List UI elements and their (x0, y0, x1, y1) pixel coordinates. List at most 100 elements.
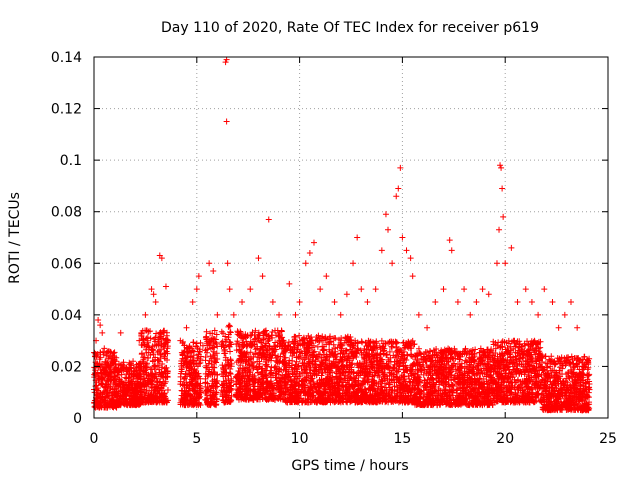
roti-point (127, 396, 134, 403)
roti-point (143, 361, 150, 368)
roti-point (139, 384, 146, 391)
roti-point (244, 332, 251, 339)
chart-title: Day 110 of 2020, Rate Of TEC Index for r… (161, 20, 539, 36)
roti-point (202, 354, 209, 361)
roti-point (212, 358, 219, 365)
roti-point (202, 388, 209, 395)
roti-point (204, 373, 211, 380)
roti-point (238, 357, 245, 364)
roti-point (207, 338, 214, 345)
roti-point (160, 335, 167, 342)
roti-point (150, 351, 157, 358)
roti-point (244, 392, 251, 399)
roti-point (236, 390, 243, 397)
roti-point (240, 351, 247, 358)
roti-point (153, 385, 160, 392)
roti-point (124, 402, 131, 409)
roti-point (123, 395, 130, 402)
roti-point (249, 329, 256, 336)
roti-point (213, 398, 220, 405)
roti-point (268, 369, 275, 376)
roti-point (256, 354, 263, 361)
roti-point (147, 335, 154, 342)
roti-point (105, 348, 112, 355)
roti-point (285, 339, 292, 346)
roti-point (256, 385, 263, 392)
roti-point (152, 363, 159, 370)
roti-point (207, 353, 214, 360)
roti-point (193, 340, 200, 347)
roti-point (157, 346, 164, 353)
roti-point (224, 389, 231, 396)
roti-point (107, 371, 114, 378)
roti-point (245, 358, 252, 365)
roti-point (184, 349, 191, 356)
roti-point (276, 383, 283, 390)
roti-point (222, 398, 229, 405)
roti-point (155, 341, 162, 348)
roti-point (114, 401, 121, 408)
roti-point (264, 337, 271, 344)
roti-point (233, 347, 240, 354)
roti-point (137, 373, 144, 380)
roti-point (164, 345, 171, 352)
roti-point (97, 349, 104, 356)
roti-point (134, 374, 141, 381)
roti-point (213, 359, 220, 366)
roti-point (272, 339, 279, 346)
roti-point (234, 328, 241, 335)
roti-point (180, 376, 187, 383)
roti-point (147, 328, 154, 335)
roti-point (235, 329, 242, 336)
roti-point (105, 355, 112, 362)
roti-point (149, 346, 156, 353)
roti-point (185, 387, 192, 394)
roti-point (138, 351, 145, 358)
roti-point (219, 338, 226, 345)
roti-point (152, 338, 159, 345)
roti-point (272, 346, 279, 353)
roti-point (227, 328, 234, 335)
roti-point (125, 374, 132, 381)
roti-point (155, 357, 162, 364)
roti-point (281, 375, 288, 382)
roti-point (160, 343, 167, 350)
roti-point (145, 380, 152, 387)
roti-point (273, 374, 280, 381)
roti-point (237, 380, 244, 387)
roti-point (211, 380, 218, 387)
roti-point (133, 366, 140, 373)
roti-point (221, 346, 228, 353)
roti-point (309, 375, 316, 382)
roti-point (228, 375, 235, 382)
roti-point (194, 355, 201, 362)
roti-point (156, 369, 163, 376)
roti-point (233, 374, 240, 381)
roti-point (141, 374, 148, 381)
roti-point (269, 328, 276, 335)
roti-point (255, 379, 262, 386)
roti-point (218, 339, 225, 346)
roti-point (120, 364, 127, 371)
roti-point (267, 380, 274, 387)
roti-point (210, 340, 217, 347)
roti-point (270, 349, 277, 356)
roti-point (181, 375, 188, 382)
roti-point (144, 334, 151, 341)
roti-point (109, 396, 116, 403)
roti-point (185, 359, 192, 366)
roti-point (133, 387, 140, 394)
roti-point (256, 360, 263, 367)
roti-point (125, 381, 132, 388)
roti-point (243, 389, 250, 396)
roti-point (95, 387, 102, 394)
roti-point (194, 363, 201, 370)
roti-point (195, 351, 202, 358)
roti-point (202, 364, 209, 371)
roti-point (209, 335, 216, 342)
roti-point (184, 348, 191, 355)
roti-point (92, 367, 99, 374)
roti-point (234, 385, 241, 392)
roti-point (238, 383, 245, 390)
